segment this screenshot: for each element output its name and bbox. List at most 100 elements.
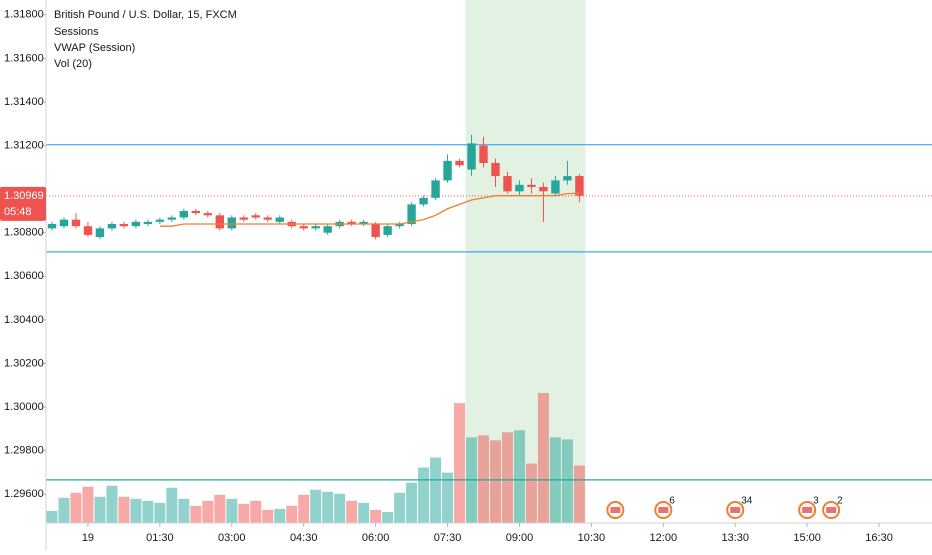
candle-body bbox=[515, 184, 524, 192]
countdown-label: 05:48 bbox=[4, 206, 32, 218]
volume-bar bbox=[82, 486, 94, 523]
volume-bar bbox=[130, 498, 142, 523]
candle-body bbox=[59, 219, 69, 227]
candle-body bbox=[371, 224, 380, 238]
axes-layer: 1.31800 1.31600 1.31400 1.31200 1.30800 1.306… bbox=[0, 9, 893, 544]
candle-body bbox=[83, 226, 93, 235]
volume-bar bbox=[370, 509, 382, 523]
volume-bar bbox=[310, 489, 322, 523]
candle-body bbox=[563, 176, 572, 181]
x-tick-label: 07:30 bbox=[434, 532, 462, 544]
volume-bar bbox=[298, 494, 310, 523]
event-count: 3 bbox=[813, 496, 819, 507]
candle-body bbox=[503, 176, 512, 192]
volume-bar bbox=[537, 393, 549, 523]
candle-body bbox=[419, 197, 428, 205]
event-flag-stripe bbox=[826, 507, 837, 513]
x-tick-label: 01:30 bbox=[146, 532, 174, 544]
indicator-label: Vol (20) bbox=[54, 58, 92, 70]
y-tick-label: 1.30000 bbox=[4, 401, 44, 413]
vwap-line bbox=[159, 192, 580, 227]
candle-body bbox=[347, 221, 356, 225]
event-count: 2 bbox=[837, 496, 843, 507]
event-count: 34 bbox=[741, 496, 753, 507]
volume-bar bbox=[358, 502, 370, 523]
event-flag-stripe bbox=[730, 507, 741, 513]
volume-bar bbox=[154, 502, 166, 523]
y-tick-label: 1.31400 bbox=[4, 96, 44, 108]
last-price-tag bbox=[0, 186, 46, 221]
x-tick-label: 15:00 bbox=[793, 532, 821, 544]
volume-bar bbox=[202, 500, 214, 523]
volume-bar bbox=[454, 403, 466, 523]
y-tick-label: 1.29800 bbox=[4, 445, 44, 457]
y-tick-label: 1.31200 bbox=[4, 139, 44, 151]
candle-body bbox=[227, 217, 236, 229]
candle-body bbox=[179, 210, 189, 218]
candle-body bbox=[131, 221, 141, 227]
candle-body bbox=[383, 226, 392, 235]
volume-bar bbox=[406, 482, 418, 523]
volume-bar bbox=[513, 430, 525, 523]
last-price-label: 1.30969 bbox=[4, 190, 44, 202]
x-tick-label: 10:30 bbox=[578, 532, 606, 544]
volume-bar bbox=[501, 432, 513, 523]
candle-body bbox=[527, 184, 536, 187]
y-tick-label: 1.30800 bbox=[4, 227, 44, 239]
candle-body bbox=[215, 215, 225, 229]
y-tick-label: 1.30200 bbox=[4, 357, 44, 369]
candle-body bbox=[539, 186, 548, 192]
indicator-label: Sessions bbox=[54, 26, 99, 38]
candle-body bbox=[455, 160, 464, 166]
volume-bar bbox=[250, 500, 262, 523]
volume-bar bbox=[166, 487, 178, 523]
volume-bar bbox=[394, 492, 406, 523]
candle-body bbox=[467, 143, 476, 170]
volume-bar bbox=[106, 485, 118, 523]
candle-body bbox=[551, 180, 560, 194]
volume-bar bbox=[46, 510, 58, 523]
candle-body bbox=[263, 217, 272, 220]
volume-bar bbox=[274, 508, 286, 523]
x-tick-label: 19 bbox=[82, 532, 94, 544]
x-tick-label: 09:00 bbox=[506, 532, 534, 544]
plot-layer: 6 34 3 2 bbox=[46, 134, 932, 523]
event-count: 6 bbox=[669, 496, 675, 507]
event-flag-stripe bbox=[610, 507, 621, 513]
x-tick-label: 12:00 bbox=[650, 532, 678, 544]
volume-bar bbox=[573, 465, 585, 523]
volume-bar bbox=[490, 440, 501, 523]
volume-bar bbox=[142, 500, 154, 523]
candle-body bbox=[155, 219, 165, 222]
volume-bar bbox=[262, 509, 274, 523]
x-tick-label: 16:30 bbox=[865, 532, 893, 544]
candle-body bbox=[239, 217, 248, 220]
volume-bar bbox=[286, 505, 298, 523]
candle-body bbox=[167, 217, 177, 220]
x-tick-label: 06:00 bbox=[362, 532, 390, 544]
event-flag-stripe bbox=[802, 507, 813, 513]
x-tick-label: 03:00 bbox=[218, 532, 246, 544]
volume-bar bbox=[70, 492, 82, 523]
candle-body bbox=[431, 180, 440, 198]
candle-body bbox=[575, 176, 584, 196]
candle-body bbox=[191, 210, 201, 214]
y-tick-label: 1.31600 bbox=[4, 52, 44, 64]
candle-body bbox=[107, 224, 117, 229]
x-tick-label: 13:30 bbox=[721, 532, 749, 544]
candle-body bbox=[299, 226, 308, 229]
volume-bar bbox=[442, 472, 454, 523]
volume-bar bbox=[238, 503, 250, 523]
volume-bar bbox=[214, 494, 226, 523]
candle-body bbox=[311, 226, 320, 229]
candle-body bbox=[323, 226, 332, 233]
candle-body bbox=[479, 145, 488, 164]
y-tick-label: 1.30600 bbox=[4, 270, 44, 282]
candle-body bbox=[395, 224, 404, 227]
y-tick-label: 1.31800 bbox=[4, 9, 44, 21]
volume-bar bbox=[226, 498, 238, 523]
candle-body bbox=[275, 217, 284, 222]
candle-body bbox=[203, 213, 213, 216]
y-tick-label: 1.30400 bbox=[4, 314, 44, 326]
candle-body bbox=[251, 215, 260, 218]
